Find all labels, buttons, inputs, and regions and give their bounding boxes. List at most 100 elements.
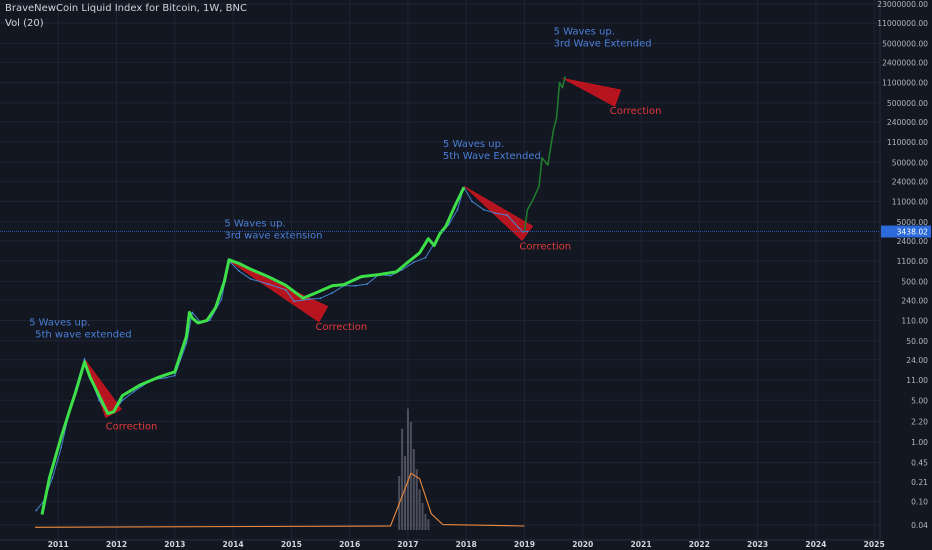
price-point	[267, 283, 269, 285]
price-point	[249, 278, 252, 280]
y-tick-label: 11000000.00	[877, 19, 928, 28]
wave-annotation-line: 5 Waves up.	[29, 318, 90, 329]
price-point	[319, 297, 322, 300]
price-point	[220, 298, 223, 301]
price-point	[354, 285, 357, 287]
price-point	[133, 390, 135, 393]
series	[35, 76, 567, 515]
volume-bar	[415, 469, 418, 530]
price-point	[185, 342, 188, 345]
y-axis-background	[880, 0, 932, 550]
x-tick-label: 2023	[747, 540, 768, 549]
x-axis[interactable]: 2011 2012 2013 2014 2015 2016 2017 2018 2019 2020…	[0, 539, 932, 550]
series-line-projection	[523, 76, 567, 232]
price-point	[494, 212, 497, 214]
y-tick-label: 110000.00	[887, 138, 928, 147]
y-tick-label: 11000.00	[892, 197, 928, 206]
wave-annotation-line: 3rd wave extension	[224, 230, 322, 241]
x-tick-label: 2017	[397, 540, 418, 549]
price-point	[456, 208, 459, 211]
correction-label: Correction	[106, 421, 158, 432]
y-tick-label: 23000000.00	[877, 0, 928, 9]
volume-bar	[427, 519, 430, 530]
y-tick-label: 1100000.00	[882, 79, 928, 88]
price-point	[121, 399, 124, 402]
price-point	[308, 298, 310, 301]
price-point	[412, 261, 415, 263]
price-point	[98, 399, 100, 402]
last-price-badge	[881, 225, 931, 238]
correction-label: Correction	[610, 106, 662, 117]
wave-annotation-line: 5 Waves up.	[224, 218, 285, 229]
y-tick-label: 0.45	[911, 458, 928, 467]
correction-label: Correction	[519, 241, 571, 252]
correction-label: Correction	[315, 322, 367, 333]
x-tick-label: 2025	[864, 540, 885, 549]
price-point	[471, 200, 473, 203]
volume-bar	[424, 513, 427, 530]
price-point	[83, 357, 86, 360]
wave-annotation-line: 3rd Wave Extended	[554, 39, 652, 50]
volume-ma-line	[34, 472, 525, 528]
volume-bar	[406, 408, 409, 530]
x-tick-label: 2013	[164, 540, 185, 549]
wave-annotation-line: 5th Wave Extended	[443, 151, 541, 162]
y-tick-label: 50000.00	[892, 158, 928, 167]
x-tick-label: 2020	[572, 540, 593, 549]
price-point	[165, 376, 167, 379]
y-axis[interactable]: 23000000.00 11000000.00 5000000.00 2400000.…	[877, 0, 932, 550]
y-tick-label: 24000.00	[892, 177, 928, 186]
x-tick-label: 2015	[281, 540, 302, 549]
price-point	[60, 446, 62, 449]
price-point	[506, 214, 508, 216]
y-tick-label: 2.20	[911, 417, 928, 426]
wave-annotation-line: 5 Waves up.	[443, 139, 504, 150]
y-tick-label: 240000.00	[887, 118, 928, 127]
y-tick-label: 2400000.00	[882, 58, 928, 67]
price-point	[209, 319, 211, 322]
price-point	[331, 292, 333, 294]
volume-bar	[401, 428, 404, 530]
price-point	[238, 270, 240, 272]
price-point	[51, 476, 54, 479]
x-tick-label: 2011	[48, 540, 69, 549]
price-point	[174, 374, 176, 377]
price-point	[482, 208, 485, 211]
y-tick-label: 2400.00	[897, 237, 929, 246]
price-point	[424, 256, 427, 259]
y-tick-label: 110.00	[901, 316, 928, 325]
price-point	[366, 283, 368, 285]
y-tick-label: 5000000.00	[882, 39, 928, 48]
y-tick-label: 5.00	[911, 396, 928, 405]
price-point	[401, 269, 403, 271]
x-tick-label: 2019	[514, 540, 535, 549]
price-point	[284, 289, 287, 291]
volume-bar	[409, 422, 412, 530]
x-tick-label: 2021	[630, 540, 651, 549]
price-point	[35, 509, 37, 512]
price-point	[389, 274, 392, 277]
y-tick-label: 0.10	[911, 497, 928, 506]
last-price-marker: 3438.02	[0, 225, 931, 238]
y-tick-label: 500.00	[901, 277, 928, 286]
y-tick-label: 1100.00	[897, 257, 929, 266]
correction-wedge	[562, 77, 622, 107]
wave-annotation-line: 5th wave extended	[35, 330, 132, 341]
volume-indicator-label[interactable]: Vol (20)	[5, 18, 44, 29]
y-tick-label: 11.00	[906, 376, 928, 385]
volume-bar	[421, 503, 424, 530]
x-tick-label: 2016	[339, 540, 360, 549]
grid	[0, 0, 880, 540]
y-tick-label: 240.00	[901, 296, 928, 305]
y-tick-label: 0.04	[911, 521, 928, 530]
y-tick-label: 5000.00	[897, 218, 929, 227]
x-axis-background	[0, 540, 932, 550]
volume-pane	[34, 408, 525, 530]
correction-wedge	[228, 260, 329, 323]
y-tick-label: 0.21	[911, 478, 928, 487]
volume-bar	[412, 449, 415, 530]
wave-annotation-line: 5 Waves up.	[554, 27, 615, 38]
price-point	[517, 226, 520, 229]
